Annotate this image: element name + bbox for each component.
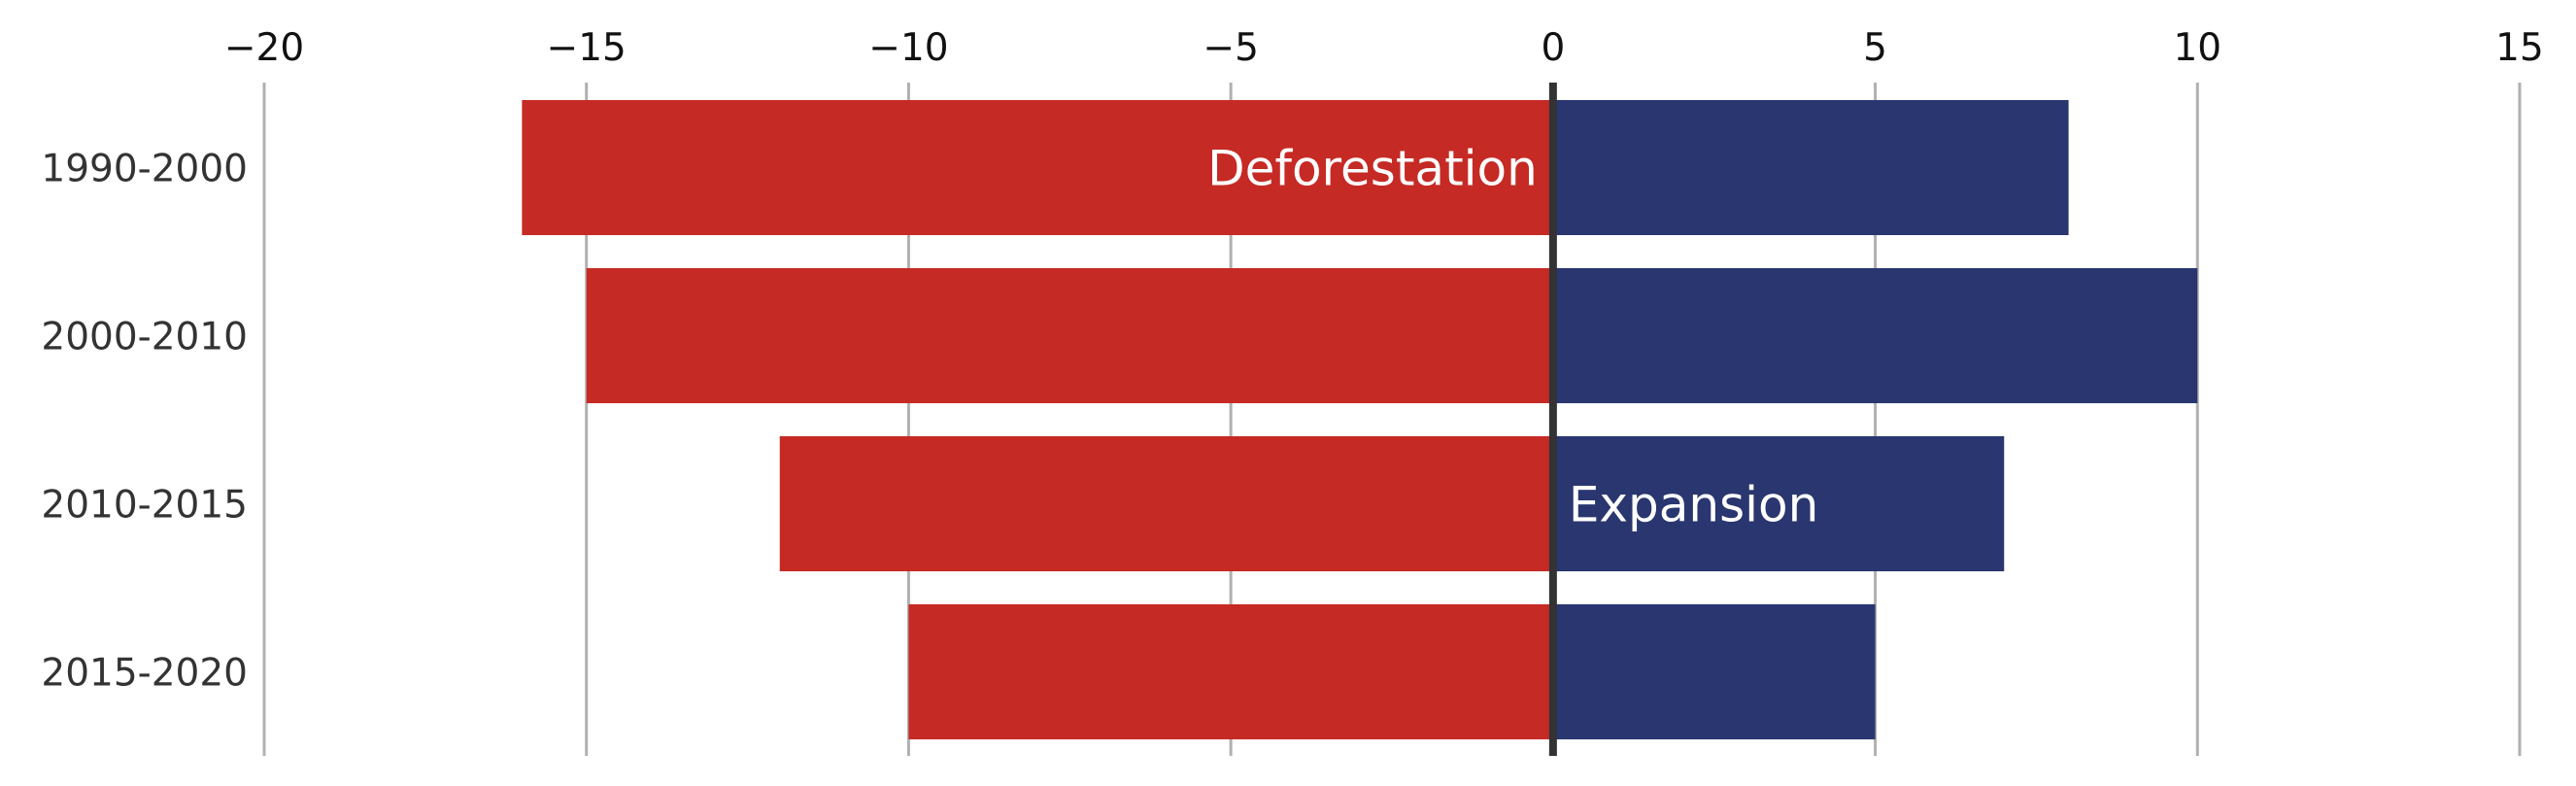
x-tick-label: 0 xyxy=(1541,26,1565,70)
deforestation-bar xyxy=(522,100,1553,235)
category-label: 2000-2010 xyxy=(41,316,248,359)
expansion-annotation: Expansion xyxy=(1569,477,1818,533)
expansion-bar xyxy=(1552,436,2005,571)
category-label: 2015-2020 xyxy=(41,652,248,696)
deforestation-bar xyxy=(586,268,1553,403)
deforestation-bar xyxy=(779,436,1553,571)
x-tick-label: −15 xyxy=(547,26,627,70)
x-tick-label: 10 xyxy=(2173,26,2221,70)
expansion-bar xyxy=(1552,604,1876,739)
category-label: 2010-2015 xyxy=(41,484,248,528)
category-label: 1990-2000 xyxy=(41,148,248,191)
x-tick-label: 15 xyxy=(2495,26,2544,70)
x-tick-label: −10 xyxy=(868,26,948,70)
x-tick-label: 5 xyxy=(1863,26,1887,70)
x-tick-label: −5 xyxy=(1203,26,1259,70)
x-tick-label: −20 xyxy=(224,26,304,70)
expansion-bar xyxy=(1552,268,2198,403)
expansion-bar xyxy=(1552,100,2069,235)
x-axis-ticks: −20 −15 −10 −5 0 5 10 15 xyxy=(224,26,2544,70)
bars xyxy=(522,100,2198,739)
y-axis-categories: 1990-2000 2000-2010 2010-2015 2015-2020 xyxy=(41,148,248,696)
deforestation-annotation: Deforestation xyxy=(1207,141,1538,197)
deforestation-bar xyxy=(908,604,1553,739)
bar-annotations: Deforestation Expansion xyxy=(1207,141,1818,533)
